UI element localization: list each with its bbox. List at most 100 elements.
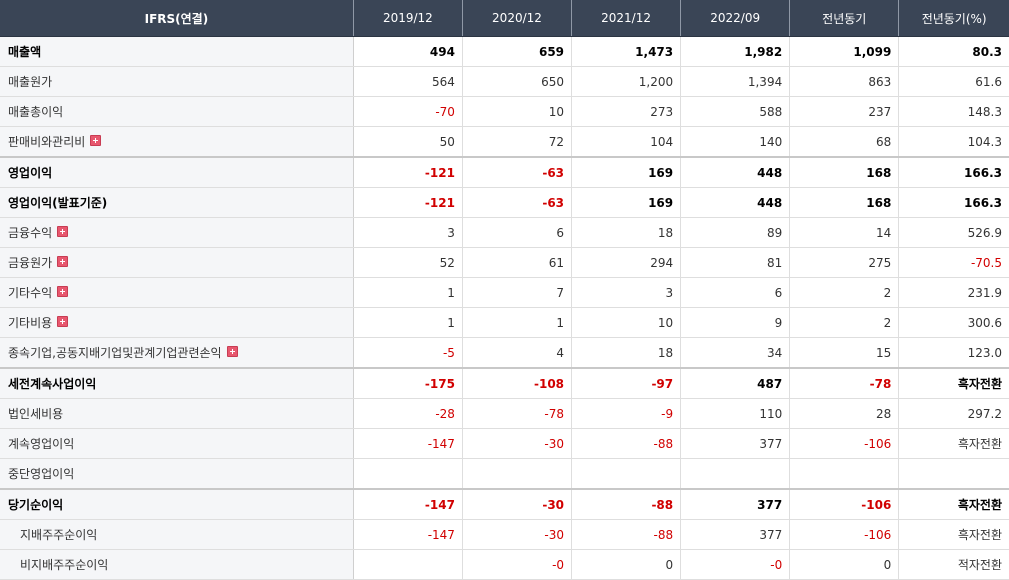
row-label-cell: 기타수익 [0,277,354,308]
value-cell: 6 [462,217,573,248]
value-cell: 2 [789,307,900,338]
value-cell: 1,473 [571,36,682,67]
value-cell: -70.5 [898,247,1009,278]
row-label-cell: 비지배주주순이익 [0,549,354,580]
expand-plus-icon[interactable] [226,346,238,357]
value-cell: -5 [353,337,463,369]
value-cell: 72 [462,126,573,158]
expand-plus-icon[interactable] [57,286,69,297]
value-cell: 526.9 [898,217,1009,248]
row-label: 기타비용 [8,316,53,330]
value-cell: 80.3 [898,36,1009,67]
expand-plus-icon[interactable] [90,135,102,146]
value-cell [462,458,573,490]
value-cell: 140 [680,126,791,158]
value-cell: 0 [789,549,900,580]
table-row: 영업이익(발표기준) -121 -63 169 448 168 166.3 [0,187,1009,218]
value-cell: 10 [571,307,682,338]
value-cell: 659 [462,36,573,67]
value-cell: -88 [571,488,682,520]
table-row: 매출액 494 659 1,473 1,982 1,099 80.3 [0,36,1009,67]
value-cell: 237 [789,96,900,127]
value-cell: 50 [353,126,463,158]
value-cell: -30 [462,519,573,550]
table-row: 법인세비용 -28 -78 -9 110 28 297.2 [0,398,1009,429]
value-cell: 169 [571,187,682,218]
value-cell: 166.3 [898,156,1009,188]
value-cell: -30 [462,488,573,520]
value-cell: 110 [680,398,791,429]
value-cell [353,549,463,580]
value-cell: -108 [462,367,573,399]
value-cell: 적자전환 [898,549,1009,580]
value-cell: 34 [680,337,791,369]
row-label: 당기순이익 [8,498,64,512]
row-label-cell: 법인세비용 [0,398,354,429]
header-2022-09: 2022/09 [680,0,791,37]
table-row: 판매비와관리비 50 72 104 140 68 104.3 [0,126,1009,158]
value-cell: 6 [680,277,791,308]
table-row: 영업이익 -121 -63 169 448 168 166.3 [0,156,1009,188]
row-label: 기타수익 [8,286,53,300]
value-cell: 1,982 [680,36,791,67]
value-cell: -28 [353,398,463,429]
expand-plus-icon[interactable] [57,316,69,327]
row-label-cell: 매출원가 [0,66,354,97]
row-label: 매출액 [8,45,42,59]
header-2021-12: 2021/12 [571,0,682,37]
value-cell: 448 [680,156,791,188]
row-label-cell: 금융원가 [0,247,354,278]
value-cell: -70 [353,96,463,127]
row-label: 판매비와관리비 [8,135,86,149]
value-cell: 448 [680,187,791,218]
row-label-cell: 영업이익(발표기준) [0,187,354,218]
row-label-cell: 영업이익 [0,156,354,188]
value-cell: 148.3 [898,96,1009,127]
value-cell: -78 [789,367,900,399]
value-cell: 89 [680,217,791,248]
value-cell: 275 [789,247,900,278]
expand-plus-icon[interactable] [57,226,69,237]
value-cell: 169 [571,156,682,188]
value-cell: -97 [571,367,682,399]
header-2020-12: 2020/12 [462,0,573,37]
value-cell: 588 [680,96,791,127]
table-row: 계속영업이익 -147 -30 -88 377 -106 흑자전환 [0,428,1009,459]
expand-plus-icon[interactable] [57,256,69,267]
value-cell: 3 [353,217,463,248]
row-label: 금융원가 [8,256,53,270]
value-cell: 377 [680,428,791,459]
value-cell: -0 [462,549,573,580]
value-cell: -88 [571,519,682,550]
row-label: 매출총이익 [8,105,64,119]
value-cell: 273 [571,96,682,127]
header-prev-period: 전년동기 [789,0,900,37]
row-label: 중단영업이익 [8,467,75,481]
value-cell: -106 [789,488,900,520]
value-cell: 297.2 [898,398,1009,429]
value-cell: 564 [353,66,463,97]
value-cell: 2 [789,277,900,308]
row-label-cell: 당기순이익 [0,488,354,520]
value-cell: 9 [680,307,791,338]
header-ifrs: IFRS(연결) [0,0,354,37]
row-label-cell: 중단영업이익 [0,458,354,490]
value-cell: -0 [680,549,791,580]
value-cell: 15 [789,337,900,369]
row-label-cell: 기타비용 [0,307,354,338]
value-cell: 104 [571,126,682,158]
value-cell: 흑자전환 [898,367,1009,399]
value-cell: 흑자전환 [898,488,1009,520]
table-header-row: IFRS(연결) 2019/12 2020/12 2021/12 2022/09… [0,0,1009,37]
value-cell: 10 [462,96,573,127]
value-cell: 14 [789,217,900,248]
value-cell: -63 [462,156,573,188]
value-cell: 68 [789,126,900,158]
value-cell: 1 [353,277,463,308]
value-cell: 123.0 [898,337,1009,369]
row-label: 계속영업이익 [8,437,75,451]
value-cell [789,458,900,490]
row-label: 종속기업,공동지배기업및관계기업관련손익 [8,346,222,360]
table-row: 기타비용 1 1 10 9 2 300.6 [0,307,1009,338]
